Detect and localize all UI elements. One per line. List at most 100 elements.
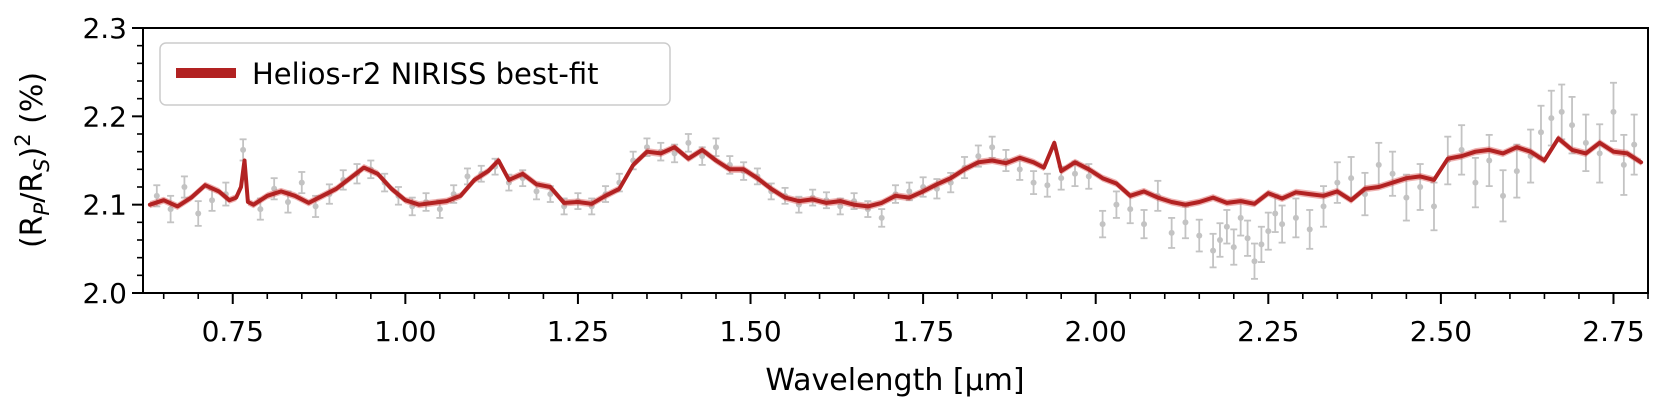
legend-label: Helios-r2 NIRISS best-fit [252, 57, 599, 91]
data-marker [1548, 115, 1555, 122]
data-point [1347, 156, 1355, 201]
data-marker [837, 203, 844, 210]
y-tick-label: 2.0 [82, 277, 127, 310]
data-point [1216, 222, 1224, 258]
data-marker [1596, 150, 1603, 157]
data-marker [1030, 179, 1037, 186]
data-marker [1210, 247, 1217, 254]
y-title-sup: 2 [11, 133, 35, 146]
x-axis-title: Wavelength [μm] [765, 363, 1024, 398]
data-point [1195, 218, 1203, 253]
data-point [1099, 209, 1107, 239]
data-marker [1085, 173, 1092, 180]
data-marker [167, 206, 174, 213]
data-marker [1458, 146, 1465, 153]
data-layer [153, 81, 1638, 280]
data-marker [1320, 203, 1327, 210]
data-marker [1610, 108, 1617, 115]
data-marker [1569, 122, 1576, 129]
data-point [1596, 123, 1604, 184]
x-tick-label: 2.75 [1582, 315, 1644, 348]
x-tick-label: 2.50 [1410, 315, 1472, 348]
x-tick-label: 1.00 [374, 315, 436, 348]
data-point [1071, 160, 1079, 188]
data-marker [181, 184, 188, 190]
data-point [1375, 141, 1383, 188]
data-marker [699, 153, 706, 160]
data-marker [450, 191, 457, 198]
data-point [1547, 89, 1555, 147]
data-point [1527, 128, 1535, 184]
data-point [836, 197, 844, 216]
data-point [988, 135, 996, 159]
x-tick-label: 0.75 [202, 315, 264, 348]
data-marker [643, 144, 650, 151]
data-point [1430, 181, 1438, 232]
data-point [1278, 204, 1286, 244]
data-marker [1348, 175, 1355, 182]
data-marker [209, 197, 216, 204]
plot-frame [142, 27, 1649, 294]
y-axis-title: (RP/RS)2 (%) [11, 72, 54, 248]
data-marker [1141, 221, 1148, 228]
x-tick-label: 2.00 [1065, 315, 1127, 348]
x-tick-label: 1.25 [547, 315, 609, 348]
data-marker [1058, 175, 1065, 182]
data-point [1181, 205, 1189, 240]
data-point [1244, 219, 1252, 257]
data-marker [947, 179, 954, 186]
data-marker [906, 188, 913, 195]
data-point [1630, 113, 1638, 176]
data-point [1333, 161, 1341, 204]
y-tick-label: 2.1 [82, 189, 127, 222]
data-marker [547, 191, 554, 198]
data-point [1361, 171, 1369, 217]
data-marker [1558, 108, 1565, 115]
data-point [339, 169, 347, 191]
data-marker [1631, 141, 1638, 148]
model-best-fit-line [147, 136, 1644, 209]
data-marker [533, 188, 540, 195]
data-marker [1168, 229, 1175, 236]
data-marker [1230, 244, 1237, 251]
data-marker [271, 185, 278, 192]
data-point [1389, 150, 1397, 197]
data-point [1030, 170, 1038, 195]
data-point [1292, 197, 1300, 239]
data-marker [1279, 221, 1286, 228]
data-point [180, 175, 188, 199]
x-tick-label: 2.25 [1237, 315, 1299, 348]
data-marker [1486, 157, 1493, 164]
data-point [1230, 228, 1238, 266]
data-marker [1272, 210, 1279, 217]
data-marker [464, 173, 471, 180]
data-point [974, 144, 982, 168]
data-marker [1244, 235, 1251, 242]
data-point [1471, 156, 1479, 209]
data-marker [1582, 139, 1589, 146]
data-marker [1127, 206, 1134, 213]
data-marker [1237, 214, 1244, 221]
data-marker [685, 139, 692, 146]
data-marker [1403, 194, 1410, 201]
data-point [1209, 232, 1217, 269]
y-tick-label: 2.2 [82, 100, 127, 133]
data-point [684, 133, 692, 153]
data-marker [240, 146, 247, 153]
data-marker [1292, 214, 1299, 221]
data-point [1043, 172, 1051, 198]
y-title-sub-s: S [30, 159, 54, 172]
data-marker [1430, 203, 1437, 210]
data-point [1140, 209, 1148, 240]
data-point [1168, 217, 1176, 249]
data-marker [878, 214, 885, 221]
y-axis: 2.0 2.1 2.2 2.3 [82, 12, 143, 310]
data-marker [795, 201, 802, 208]
data-marker [975, 153, 982, 160]
data-point [167, 194, 175, 224]
data-marker [671, 150, 678, 157]
data-point [1537, 104, 1545, 160]
data-marker [989, 144, 996, 151]
x-tick-label: 1.50 [719, 315, 781, 348]
data-marker [1472, 179, 1479, 186]
